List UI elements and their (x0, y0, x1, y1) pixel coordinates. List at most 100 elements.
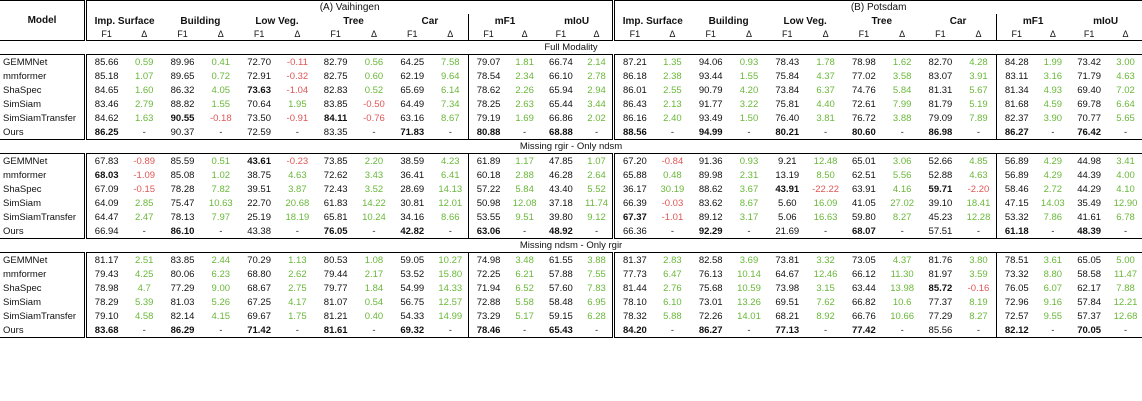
f1-value: 81.34 (1004, 84, 1029, 96)
group-a-header: (A) Vaihingen (85, 0, 616, 14)
f1-value: 81.21 (323, 310, 348, 322)
delta-value: -0.84 (661, 155, 684, 167)
delta-value: - (1109, 224, 1142, 239)
delta-value: 0.56 (364, 56, 384, 68)
delta-value: - (356, 323, 392, 338)
delta-value: 4.05 (211, 84, 231, 96)
delta-value: 7.82 (211, 183, 231, 195)
f1-value: 43.40 (549, 183, 573, 195)
delta-value: 3.44 (580, 97, 616, 111)
f1-value: 48.39 (1069, 224, 1110, 239)
f1-value: 63.16 (400, 112, 425, 124)
f1-value: 68.21 (775, 310, 800, 322)
model-name: GEMMNet (0, 153, 88, 168)
delta-value: 1.84 (364, 282, 384, 294)
f1-value: 81.44 (622, 282, 647, 294)
delta-value: 0.59 (134, 56, 154, 68)
f1-value: 73.84 (775, 84, 800, 96)
delta-value: - (654, 224, 691, 239)
delta-value: -0.03 (661, 197, 684, 209)
delta-value: 5.52 (580, 182, 616, 196)
f1-value: 78.29 (94, 296, 119, 308)
f1-value: 36.17 (622, 183, 647, 195)
f1-value: 81.76 (928, 254, 953, 266)
delta-value: -0.11 (286, 56, 308, 68)
delta-value: 4.93 (1043, 84, 1063, 96)
f1-value: 61.18 (996, 224, 1037, 239)
delta-value: - (126, 224, 163, 239)
f1-value: 78.28 (170, 183, 195, 195)
f1-value: 48.92 (541, 224, 581, 239)
f1-value: 57.22 (476, 183, 501, 195)
delta-value: 3.22 (739, 98, 759, 110)
f1-value: 79.44 (323, 268, 348, 280)
f1-value: 76.05 (315, 224, 357, 239)
table-row: GEMMNet 81.17 2.51 83.85 2.44 70.29 1.13 80.53 1… (0, 252, 1142, 267)
f1-value: 69.32 (391, 323, 433, 338)
f1-value: 64.49 (400, 98, 425, 110)
delta-value: 4.23 (432, 153, 469, 168)
f1-value: 72.96 (1004, 296, 1029, 308)
delta-value: 1.07 (580, 153, 616, 168)
delta-value: - (432, 125, 469, 140)
delta-value: 9.12 (580, 210, 616, 224)
column-header: mF1 (1022, 15, 1044, 27)
f1-value: 70.77 (1077, 112, 1102, 124)
f1-value: 73.42 (1077, 56, 1102, 68)
f1-value: 80.53 (323, 254, 348, 266)
delta-value: 3.43 (364, 169, 384, 181)
f1-subheader: F1 (690, 28, 732, 41)
f1-value: 13.19 (775, 169, 800, 181)
delta-value: 10.6 (892, 296, 912, 308)
column-header: Tree (343, 15, 364, 27)
delta-value: 2.47 (134, 211, 154, 223)
f1-value: 86.98 (920, 125, 961, 140)
delta-subheader: Δ (884, 28, 921, 41)
f1-value: 39.10 (928, 197, 953, 209)
delta-value: 6.07 (1043, 282, 1063, 294)
f1-value: 85.66 (94, 56, 119, 68)
delta-value: - (356, 224, 392, 239)
f1-value: 70.05 (1069, 323, 1110, 338)
delta-value: 15.80 (432, 267, 469, 281)
delta-value: 5.84 (515, 183, 534, 195)
delta-value: - (807, 224, 844, 239)
f1-value: 57.84 (1077, 296, 1102, 308)
delta-value: 2.72 (1043, 183, 1063, 195)
f1-value: 30.81 (400, 197, 425, 209)
delta-value: 2.14 (580, 54, 616, 69)
f1-value: 79.10 (94, 310, 119, 322)
delta-value: 10.59 (737, 282, 761, 294)
delta-value: - (1109, 125, 1142, 140)
delta-value: - (580, 224, 616, 239)
delta-value: 7.55 (580, 267, 616, 281)
f1-subheader: F1 (541, 28, 581, 41)
delta-value: 8.27 (960, 309, 998, 323)
delta-value: 8.80 (1043, 268, 1063, 280)
delta-value: 13.26 (737, 296, 761, 308)
delta-value: -1.09 (133, 169, 156, 181)
f1-value: 80.21 (766, 125, 808, 140)
f1-value: 82.12 (996, 323, 1037, 338)
f1-value: 92.29 (690, 224, 732, 239)
delta-value: 2.62 (288, 268, 307, 280)
f1-value: 81.31 (928, 84, 953, 96)
delta-value: 3.81 (816, 112, 835, 124)
f1-value: 65.43 (541, 323, 581, 338)
column-header: Building (708, 15, 749, 27)
delta-value: 6.37 (816, 84, 835, 96)
f1-value: 65.88 (622, 169, 647, 181)
delta-value: 1.13 (288, 254, 307, 266)
delta-value: 20.68 (285, 197, 310, 209)
f1-value: 86.25 (85, 125, 127, 140)
section-title: Full Modality (0, 40, 1142, 55)
delta-value: 5.65 (1116, 112, 1135, 124)
delta-value: 5.56 (892, 169, 912, 181)
f1-value: 41.05 (851, 197, 876, 209)
f1-value: 77.02 (851, 70, 876, 82)
delta-value: 2.88 (515, 169, 534, 181)
f1-value: 25.19 (247, 211, 271, 223)
f1-value: 77.37 (928, 296, 953, 308)
delta-value: 14.22 (362, 197, 386, 209)
f1-value: 43.61 (247, 155, 271, 167)
